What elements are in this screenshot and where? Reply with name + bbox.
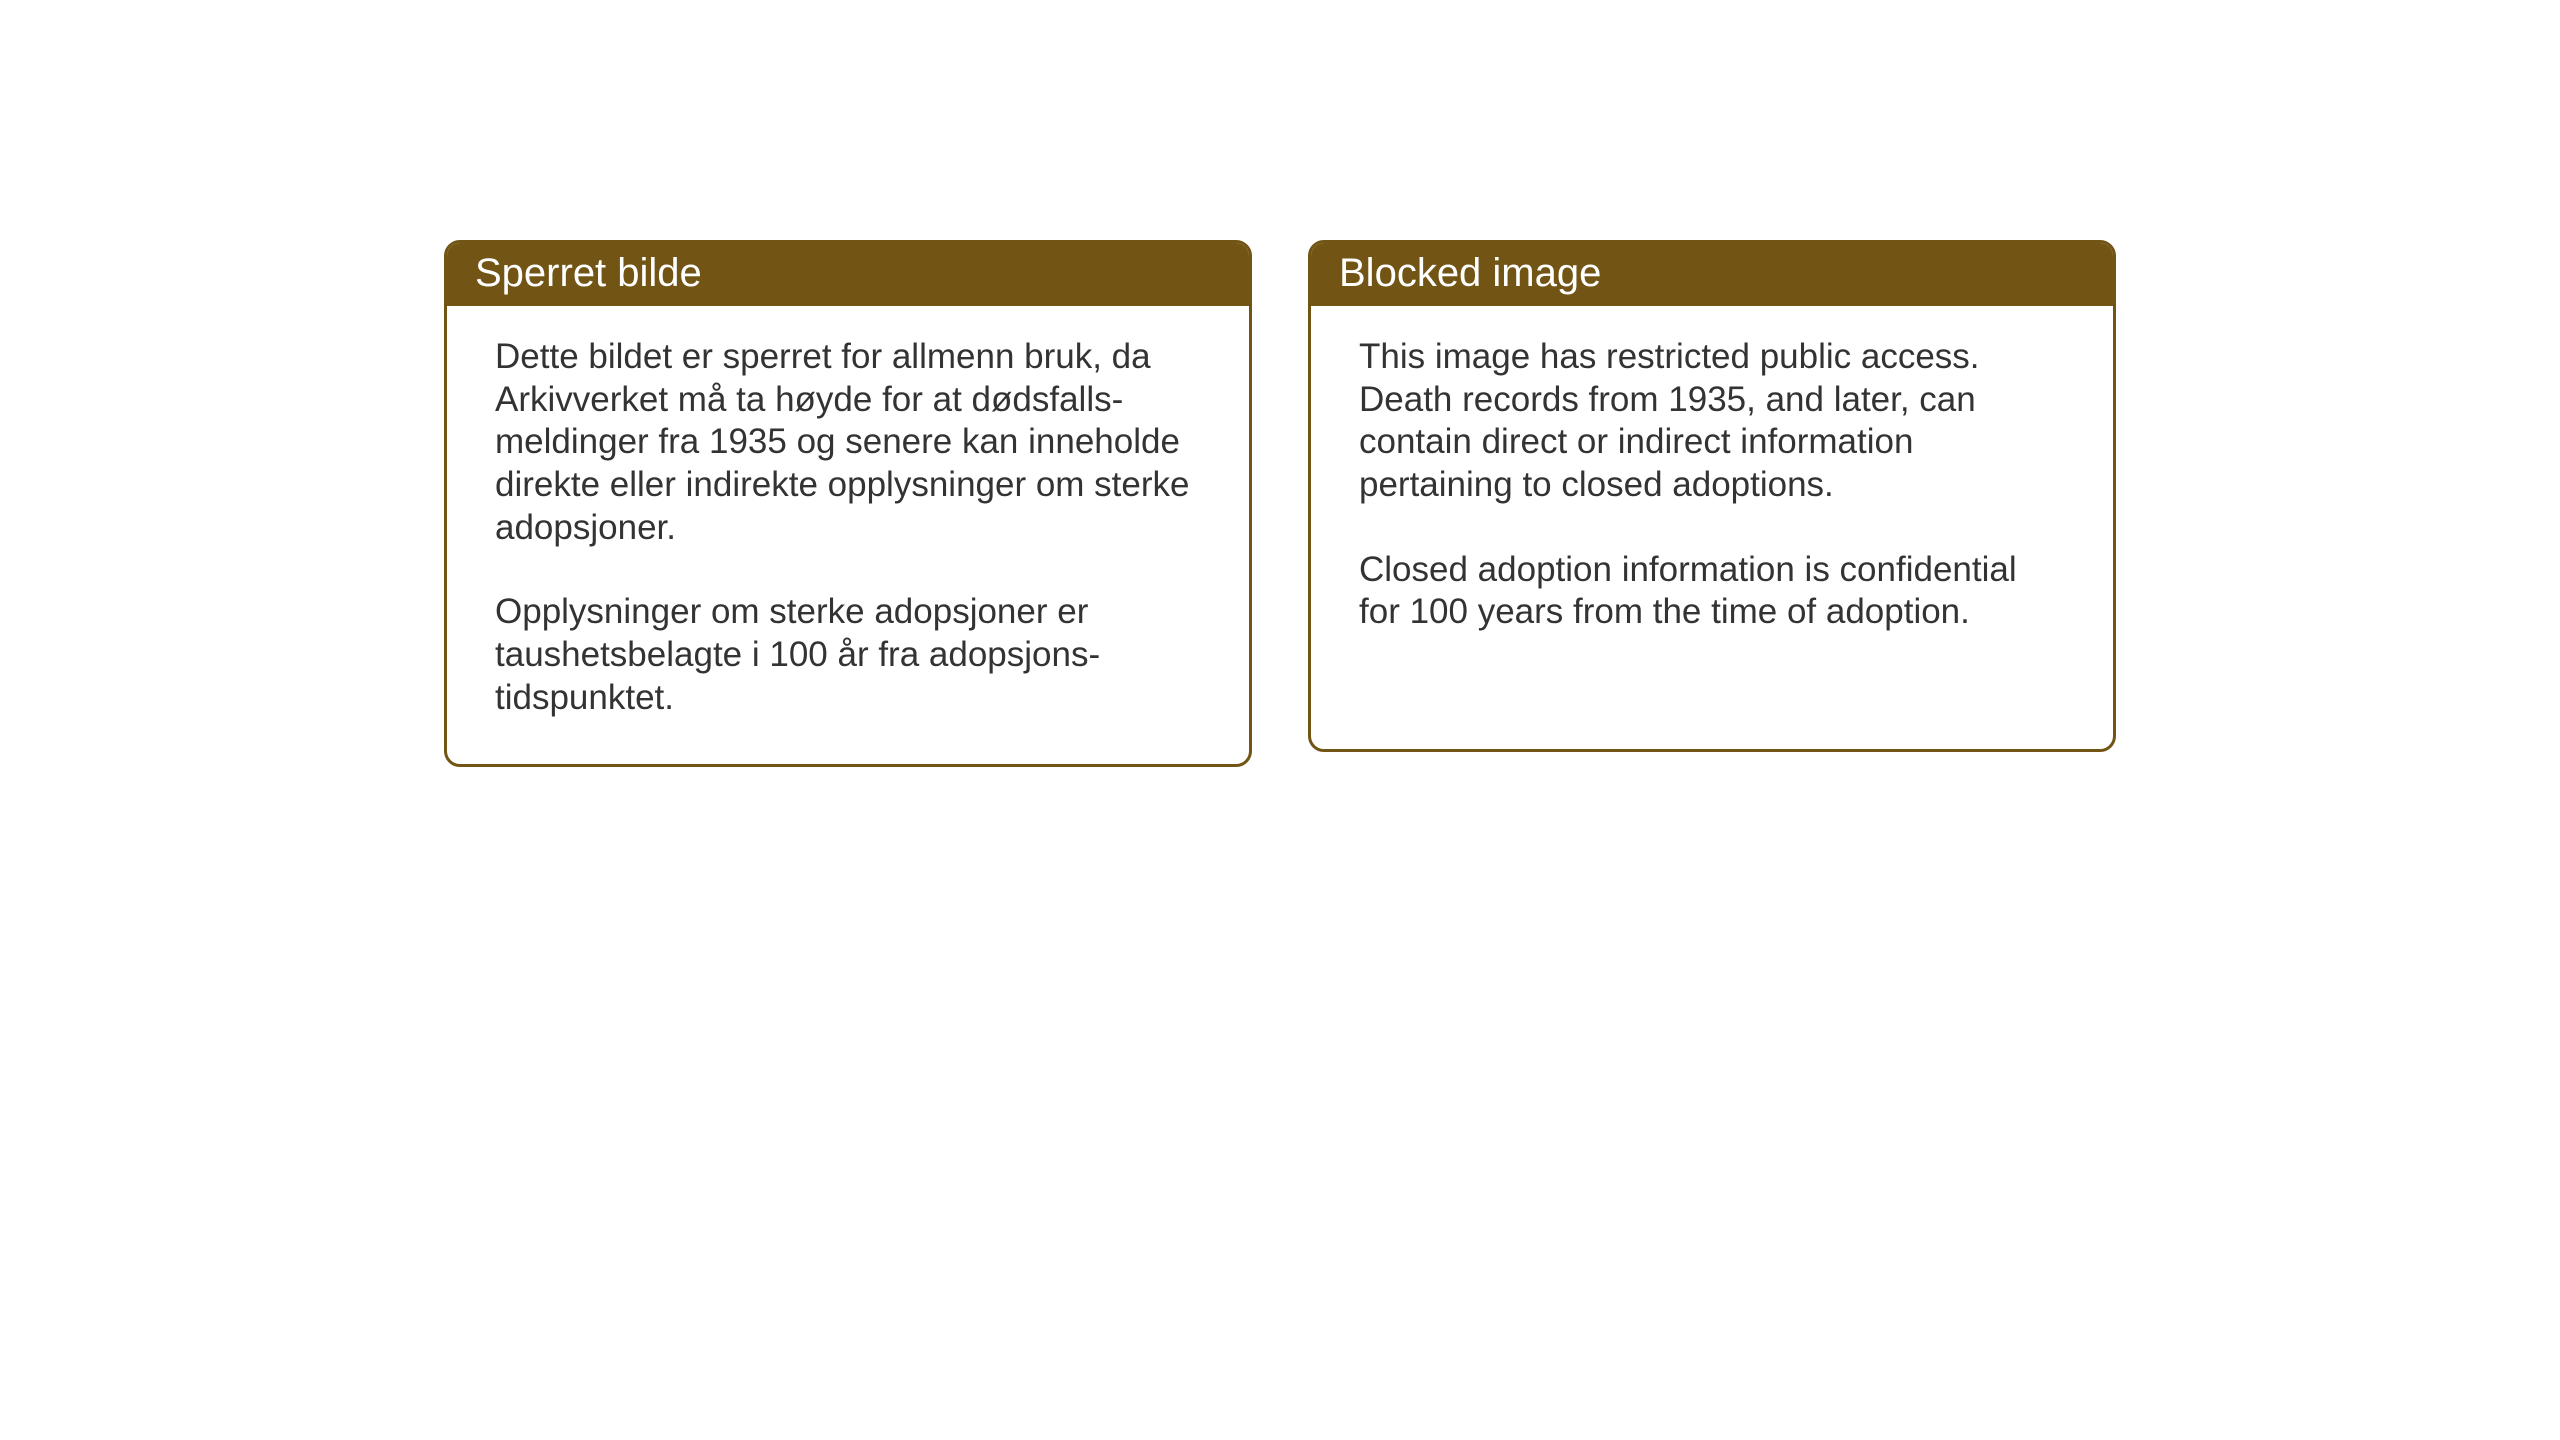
notice-body-norwegian: Dette bildet er sperret for allmenn bruk… (447, 306, 1249, 764)
notice-card-norwegian: Sperret bilde Dette bildet er sperret fo… (444, 240, 1252, 767)
notice-paragraph-2-norwegian: Opplysninger om sterke adopsjoner er tau… (495, 591, 1201, 719)
notice-card-english: Blocked image This image has restricted … (1308, 240, 2116, 752)
notice-body-english: This image has restricted public access.… (1311, 306, 2113, 678)
notice-header-norwegian: Sperret bilde (447, 243, 1249, 306)
notice-container: Sperret bilde Dette bildet er sperret fo… (444, 240, 2116, 767)
notice-header-english: Blocked image (1311, 243, 2113, 306)
notice-paragraph-1-norwegian: Dette bildet er sperret for allmenn bruk… (495, 336, 1201, 549)
notice-paragraph-1-english: This image has restricted public access.… (1359, 336, 2065, 507)
notice-paragraph-2-english: Closed adoption information is confident… (1359, 549, 2065, 634)
